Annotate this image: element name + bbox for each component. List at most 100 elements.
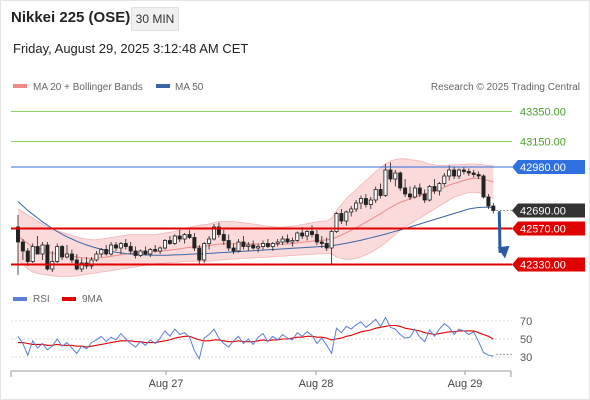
candle-96: [486, 194, 491, 209]
candle-body: [285, 238, 290, 243]
candle-body: [40, 244, 45, 255]
candle-66: [339, 209, 344, 224]
candle-17: [99, 248, 104, 257]
candle-87: [442, 173, 447, 187]
candle-39: [207, 236, 212, 250]
candle-79: [403, 179, 408, 197]
candle-11: [69, 249, 74, 263]
candle-body: [167, 240, 172, 244]
candle-body: [358, 198, 363, 204]
candle-body: [275, 241, 280, 244]
candle-body: [143, 250, 148, 255]
candle-body: [231, 247, 236, 252]
candle-83: [422, 189, 427, 203]
candle-52: [270, 242, 275, 251]
candle-27: [148, 248, 153, 257]
candle-64: [329, 230, 334, 265]
candle-body: [202, 243, 207, 261]
candle-59: [305, 230, 310, 241]
candle-35: [187, 230, 192, 239]
candle-62: [319, 236, 324, 248]
ma50-legend-swatch: [156, 84, 170, 88]
candle-68: [349, 206, 354, 217]
candle-body: [407, 193, 412, 198]
level-tag-5: [512, 257, 585, 272]
candle-body: [55, 246, 60, 262]
candle-body: [324, 243, 329, 249]
candle-body: [65, 253, 70, 258]
candle-body: [349, 208, 354, 213]
candle-body: [319, 241, 324, 244]
instrument-title: Nikkei 225 (OSE): [11, 9, 131, 26]
candle-body: [403, 187, 408, 195]
candle-9: [60, 245, 65, 260]
candle-16: [94, 251, 99, 262]
timeframe-button[interactable]: 30 MIN: [131, 7, 179, 31]
candle-95: [481, 174, 486, 199]
candle-body: [427, 186, 432, 201]
x-tick-label-2: Aug 29: [448, 378, 483, 390]
candle-body: [417, 187, 422, 195]
price-legend: MA 20 + Bollinger Bands MA 50 Research ©…: [13, 82, 580, 93]
candle-body: [128, 246, 133, 252]
candle-body: [295, 232, 300, 241]
candle-body: [437, 183, 442, 192]
candle-body: [466, 171, 471, 174]
candle-body: [15, 226, 20, 243]
candle-body: [158, 247, 163, 252]
candle-23: [128, 242, 133, 254]
candle-body: [442, 175, 447, 184]
candle-body: [133, 250, 138, 256]
candle-19: [109, 242, 114, 256]
candle-body: [481, 175, 486, 198]
candle-body: [20, 241, 25, 252]
rsi-tick-2: 30: [520, 352, 532, 364]
candle-4: [35, 236, 40, 255]
candle-body: [256, 246, 261, 249]
candle-body: [334, 213, 339, 232]
candle-body: [329, 231, 334, 249]
candle-body: [363, 198, 368, 205]
candle-26: [143, 246, 148, 256]
candle-body: [471, 172, 476, 175]
candle-10: [65, 245, 70, 259]
candle-body: [177, 235, 182, 240]
candle-44: [231, 243, 236, 254]
candle-21: [118, 242, 123, 254]
candle-body: [30, 246, 35, 262]
candle-32: [172, 234, 177, 245]
candle-body: [148, 249, 153, 255]
candle-69: [354, 200, 359, 212]
candle-29: [158, 246, 163, 254]
candle-body: [99, 249, 104, 255]
bollinger-band: [18, 158, 494, 277]
x-tick-label-0: Aug 27: [149, 378, 184, 390]
ma20-legend-swatch: [13, 84, 27, 88]
candle-18: [104, 245, 109, 256]
candle-80: [407, 186, 412, 200]
candle-body: [432, 186, 437, 192]
candle-56: [290, 237, 295, 247]
candle-body: [241, 241, 246, 247]
candle-body: [260, 243, 265, 247]
candle-body: [452, 169, 457, 177]
rsi-tick-0: 70: [520, 316, 532, 328]
candle-67: [344, 210, 349, 226]
candle-body: [104, 249, 109, 255]
candle-body: [368, 199, 373, 205]
candle-41: [216, 222, 221, 238]
candle-28: [153, 245, 158, 253]
level-label-1: 43150.00: [520, 137, 566, 149]
candle-body: [123, 243, 128, 247]
candle-77: [393, 170, 398, 187]
candle-body: [378, 189, 383, 196]
candle-body: [344, 211, 349, 222]
candle-body: [383, 169, 388, 196]
candle-body: [456, 169, 461, 177]
candle-body: [221, 234, 226, 241]
candle-90: [456, 168, 461, 179]
level-label-0: 43350.00: [520, 107, 566, 119]
candle-74: [378, 183, 383, 199]
level-label-4: 42570.00: [520, 224, 566, 236]
